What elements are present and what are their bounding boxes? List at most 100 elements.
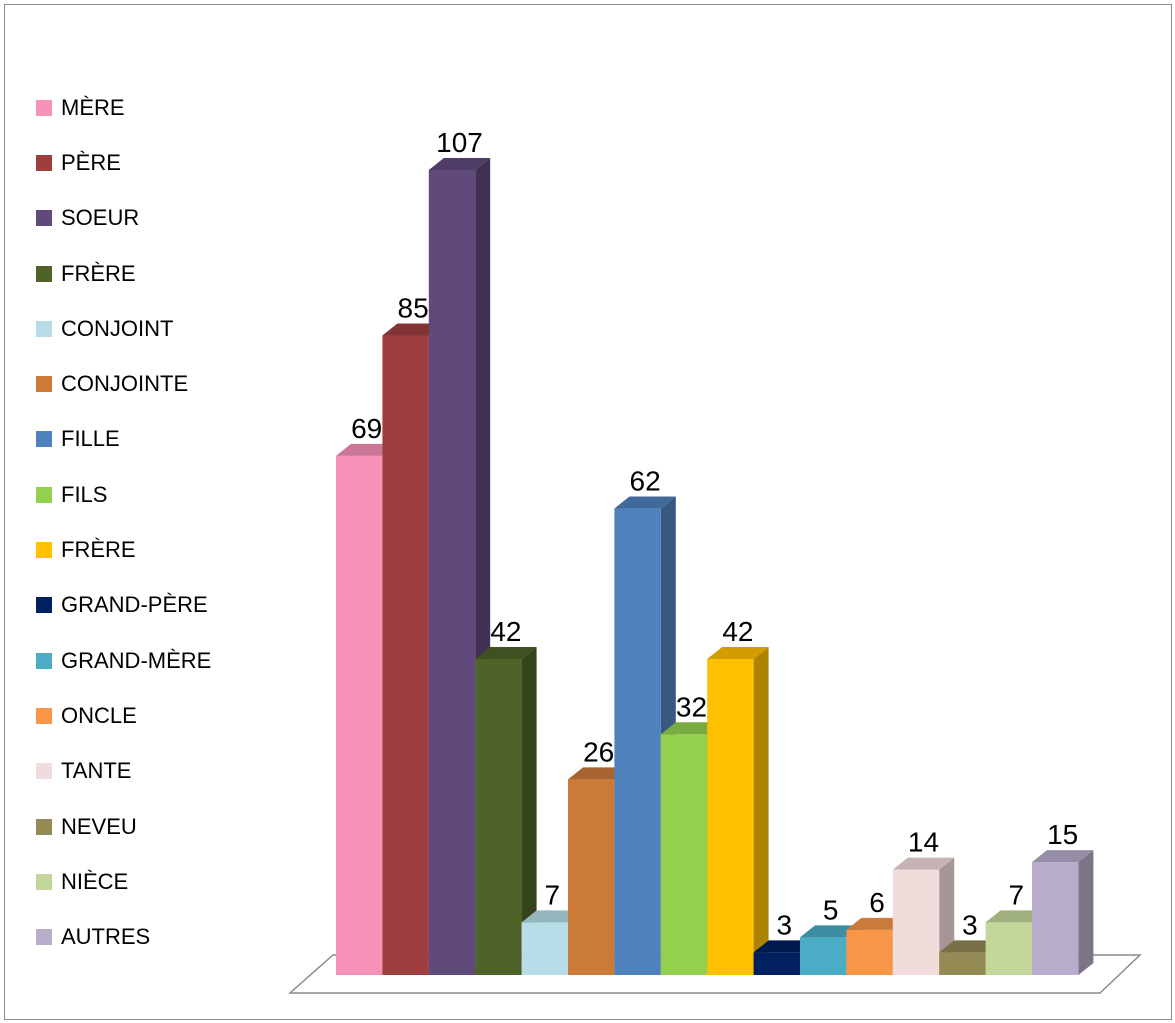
bar-frere	[475, 647, 537, 975]
legend-swatch	[36, 763, 52, 780]
legend-item-conjointe: CONJOINTE	[36, 356, 276, 411]
legend-swatch	[36, 154, 52, 171]
legend-label: TANTE	[61, 758, 132, 784]
bar-top	[475, 647, 537, 660]
data-label: 6	[869, 887, 885, 918]
bar-front	[800, 937, 847, 975]
legend-swatch	[36, 597, 52, 614]
bar-front	[939, 952, 986, 975]
legend-swatch	[36, 376, 52, 393]
data-label: 69	[351, 413, 382, 444]
bar-front	[985, 922, 1032, 975]
bar-front	[475, 659, 522, 975]
data-label: 62	[630, 466, 661, 497]
legend-item-neveu: NEVEU	[36, 799, 276, 854]
bar-top	[660, 722, 723, 735]
legend-item-conjoint: CONJOINT	[36, 301, 276, 356]
legend-swatch	[36, 652, 52, 669]
data-label: 5	[823, 894, 839, 925]
legend-label: SOEUR	[61, 205, 140, 231]
bar-front	[892, 869, 940, 975]
legend-item-fils: FILS	[36, 467, 276, 522]
legend-item-pere: PÈRE	[36, 135, 276, 190]
legend-swatch	[36, 542, 52, 559]
legend-label: ONCLE	[61, 702, 137, 728]
legend-item-soeur: SOEUR	[36, 191, 276, 246]
legend-item-grand-pere: GRAND-PÈRE	[36, 578, 276, 633]
data-label: 7	[1009, 879, 1025, 910]
legend-label: FILS	[61, 481, 108, 507]
bar-frere	[707, 647, 769, 975]
bar-top	[336, 443, 398, 456]
bar-front	[521, 922, 568, 975]
bar-top	[985, 910, 1047, 923]
legend-item-autres: AUTRES	[36, 909, 276, 964]
data-label: 32	[676, 691, 707, 722]
bar-top	[939, 940, 1001, 953]
bar-autres	[1032, 850, 1094, 975]
bar-side	[1078, 850, 1094, 975]
bar-top	[568, 767, 630, 780]
legend-item-frere: FRÈRE	[36, 246, 276, 301]
legend-item-mere: MÈRE	[36, 80, 276, 135]
bar-front	[846, 929, 893, 975]
legend-item-oncle: ONCLE	[36, 688, 276, 743]
bar-top	[846, 917, 908, 930]
legend-item-tante: TANTE	[36, 744, 276, 799]
bars-group	[336, 158, 1094, 976]
bar-front	[614, 508, 661, 975]
legend-label: NEVEU	[61, 813, 137, 839]
bar-front	[1032, 862, 1079, 975]
legend-label: NIÈCE	[61, 868, 129, 894]
legend-item-niece: NIÈCE	[36, 854, 276, 909]
legend-swatch	[36, 929, 52, 946]
legend-label: GRAND-MÈRE	[61, 647, 212, 673]
bar-top	[892, 857, 955, 870]
legend-item-fille: FILLE	[36, 412, 276, 467]
bar-top	[753, 940, 815, 953]
legend-swatch	[36, 99, 52, 116]
bar-front	[336, 455, 383, 976]
bar-top	[1032, 850, 1094, 863]
bar-front	[382, 335, 429, 975]
data-label: 42	[490, 616, 521, 647]
legend-swatch	[36, 265, 52, 282]
bar-front	[753, 952, 800, 975]
legend-label: MÈRE	[61, 94, 125, 120]
legend-label: CONJOINT	[61, 315, 174, 341]
legend-label: FILLE	[61, 426, 120, 452]
data-label: 3	[962, 909, 978, 940]
legend-swatch	[36, 873, 52, 890]
legend-swatch	[36, 431, 52, 448]
legend-item-frere-2: FRÈRE	[36, 522, 276, 577]
bar-top	[614, 496, 676, 509]
data-label: 7	[545, 879, 561, 910]
legend-label: AUTRES	[61, 924, 151, 950]
bar-top	[707, 647, 769, 660]
legend-label: GRAND-PÈRE	[61, 592, 208, 618]
bar-front	[707, 659, 754, 975]
data-label: 26	[583, 736, 614, 767]
bar-front	[660, 734, 708, 975]
data-label: 85	[398, 293, 429, 324]
legend-swatch	[36, 486, 52, 503]
legend-item-grand-mere: GRAND-MÈRE	[36, 633, 276, 688]
legend-swatch	[36, 210, 52, 227]
data-label: 107	[436, 127, 483, 158]
legend-swatch	[36, 707, 52, 724]
bar-top	[800, 925, 862, 938]
legend: MÈRE PÈRE SOEUR FRÈRE CONJOINT CONJOINTE…	[36, 80, 276, 965]
bar-front	[568, 779, 615, 975]
bar-front	[428, 170, 476, 975]
legend-label: FRÈRE	[61, 260, 136, 286]
bar-side	[753, 647, 769, 975]
legend-swatch	[36, 818, 52, 835]
bar-top	[382, 323, 444, 336]
data-label: 15	[1047, 819, 1078, 850]
bar-top	[428, 158, 491, 170]
bar-top	[521, 910, 583, 923]
data-label: 14	[908, 827, 939, 858]
data-label: 3	[777, 909, 793, 940]
